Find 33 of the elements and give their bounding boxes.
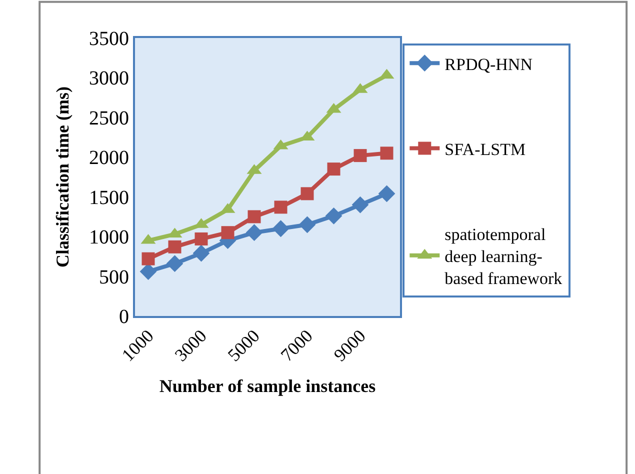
legend-label: SFA-LSTM (444, 140, 526, 159)
y-tick-label: 2000 (89, 147, 129, 170)
y-tick-label: 1000 (89, 226, 129, 249)
point (298, 216, 316, 234)
point (300, 187, 314, 200)
point (246, 224, 263, 242)
point (142, 252, 155, 266)
y-tick-label: 3000 (89, 68, 129, 90)
y-tick-label: 0 (119, 306, 129, 328)
point (272, 220, 290, 238)
point (192, 244, 210, 262)
point (352, 196, 369, 214)
point (221, 226, 234, 240)
point (168, 240, 182, 254)
legend-label: spatiotemporal deep learning-based framework (444, 224, 563, 288)
x-axis-title: Number of sample instances (159, 376, 376, 396)
point (378, 185, 396, 202)
point (354, 149, 367, 162)
x-tick-label: 7000 (276, 326, 316, 366)
legend-label: RPDQ-HNN (444, 54, 532, 74)
y-tick-label: 3500 (89, 28, 129, 50)
point (194, 232, 208, 246)
y-tick-label: 1500 (89, 186, 129, 209)
point (325, 207, 342, 224)
point (166, 255, 184, 272)
point (327, 162, 340, 176)
point (140, 263, 157, 280)
point (380, 146, 394, 160)
point (248, 210, 261, 224)
y-tick-label: 500 (99, 266, 129, 288)
point (274, 200, 288, 214)
y-axis-title: Classification time (ms) (52, 86, 73, 268)
y-tick-label: 2500 (89, 107, 129, 130)
